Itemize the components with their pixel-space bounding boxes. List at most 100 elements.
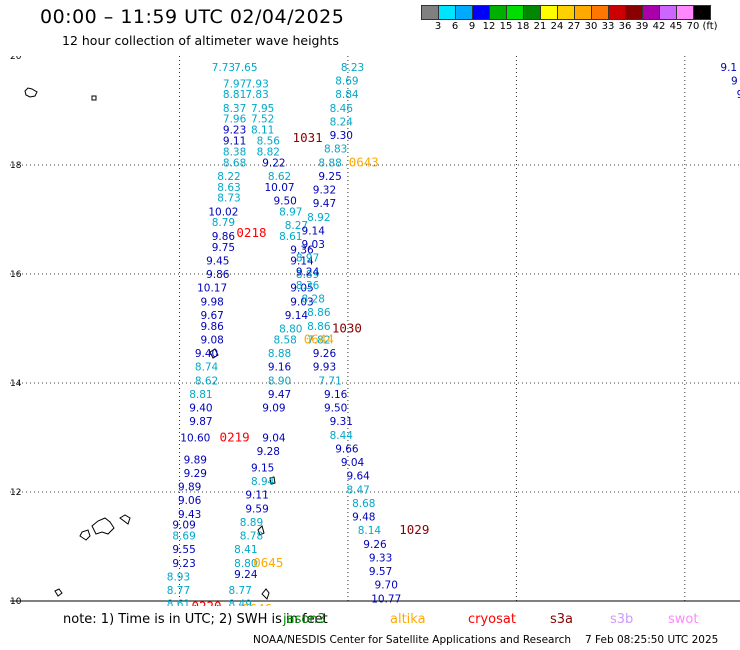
colorbar-swatch (608, 5, 626, 20)
legend-item-jason3: jason3 (283, 612, 326, 627)
wave-height-value: 8.11 (251, 125, 274, 137)
wave-height-value: 8.89 (296, 269, 319, 281)
wave-height-value: 7.93 (245, 78, 268, 90)
colorbar-label: (ft) (702, 21, 718, 32)
colorbar-swatch (693, 5, 711, 20)
wave-height-value: 9.45 (206, 255, 229, 267)
colorbar-label: 42 (652, 21, 666, 32)
wave-height-value: 8.61 (167, 599, 190, 606)
pass-time-label: 0220 (191, 598, 221, 606)
wave-height-value: 8.46 (330, 103, 354, 115)
wave-height-value: 9.03 (302, 239, 325, 251)
wave-height-value: 9.50 (273, 195, 296, 207)
wave-height-value: 9.40 (195, 348, 218, 360)
wave-height-value: 8.22 (217, 171, 240, 183)
wave-height-value: 9.86 (200, 321, 224, 333)
wave-height-value: 8.89 (240, 517, 263, 529)
colorbar-swatch (421, 5, 439, 20)
wave-height-value: 8.77 (229, 585, 252, 597)
island-outline (209, 348, 219, 359)
colorbar-label: 24 (550, 21, 564, 32)
pass-time-label: 0646 (242, 601, 272, 606)
colorbar-label: 15 (499, 21, 513, 32)
wave-height-value: 8.49 (229, 599, 252, 606)
colorbar-swatch (557, 5, 575, 20)
wave-height-value: 10.17 (197, 283, 227, 295)
wave-height-value: 8.68 (352, 498, 375, 510)
colorbar-swatch (574, 5, 592, 20)
wave-height-value: 8.78 (240, 531, 263, 543)
wave-height-value: 8.62 (268, 171, 291, 183)
wave-height-value: 8.94 (251, 476, 275, 488)
legend-item-altika: altika (390, 612, 426, 627)
wave-height-value: 9.87 (189, 416, 212, 428)
wave-height-value: 8.44 (330, 430, 354, 442)
wave-height-value: 9.26 (363, 539, 387, 551)
colorbar-swatch (642, 5, 660, 20)
credit-line: NOAA/NESDIS Center for Satellite Applica… (253, 634, 571, 646)
wave-height-value: 7.71 (318, 375, 341, 387)
wave-height-value: 9.31 (330, 416, 353, 428)
wave-height-value: 8.69 (172, 531, 195, 543)
pass-time-label: 1029 (399, 522, 429, 537)
wave-height-value: 8.86 (307, 321, 331, 333)
pass-time-label: 0644 (304, 331, 334, 346)
pass-time-label: 0218 (236, 225, 266, 240)
lat-tick-label: 20 (10, 56, 22, 62)
colorbar-labels: 3 6 9 12 15 18 21 24 27 30 33 36 39 42 45 70 (ft) (421, 21, 740, 35)
chart-title: 00:00 – 11:59 UTC 02/04/2025 (40, 6, 345, 28)
colorbar-label: 18 (516, 21, 530, 32)
colorbar-label: 45 (669, 21, 683, 32)
wave-height-value: 9.14 (285, 310, 309, 322)
wave-height-value: 8.27 (285, 220, 308, 232)
chart-subtitle: 12 hour collection of altimeter wave hei… (62, 33, 339, 48)
wave-height-value: 8.37 (223, 103, 246, 115)
wave-height-value: 8.92 (307, 212, 330, 224)
wave-height-value: 9.86 (206, 269, 230, 281)
wave-height-value: 8.58 (273, 334, 296, 346)
lat-tick-label: 18 (10, 161, 22, 171)
wave-height-value: 9.05 (290, 283, 313, 295)
colorbar-label: 21 (533, 21, 547, 32)
wave-height-value: 9.14 (290, 255, 314, 267)
wave-height-value: 9.08 (200, 334, 223, 346)
pass-time-label: 0645 (253, 555, 283, 570)
wave-height-value: 8.23 (341, 62, 364, 74)
colorbar-swatch (455, 5, 473, 20)
wave-height-value: 8.83 (324, 144, 347, 156)
wave-height-value: 9.93 (313, 362, 336, 374)
wave-height-value: 9 (737, 89, 740, 101)
colorbar-label: 9 (468, 21, 476, 32)
colorbar-label: 3 (434, 21, 442, 32)
wave-height-value: 9.75 (212, 242, 235, 254)
island-outline (269, 476, 276, 485)
wave-height-value: 9.59 (245, 503, 268, 515)
colorbar-label: 70 (686, 21, 700, 32)
wave-height-value: 7.96 (223, 114, 247, 126)
wave-height-value: 9.67 (200, 310, 223, 322)
colorbar-label: 30 (584, 21, 598, 32)
wave-height-value: 9.32 (313, 185, 336, 197)
wave-height-value: 8.63 (217, 182, 240, 194)
wave-height-value: 9.26 (313, 348, 337, 360)
wave-height-value: 9 (731, 76, 738, 88)
island-outline (54, 588, 63, 597)
wave-height-value: 8.69 (335, 76, 358, 88)
pass-time-label: 0643 (349, 154, 379, 169)
pass-time-label: 1028 (416, 604, 446, 606)
wave-height-value: 9.11 (223, 135, 246, 147)
colorbar-label: 36 (618, 21, 632, 32)
wave-height-value: 9.16 (324, 389, 348, 401)
island-outline (119, 514, 131, 525)
wave-height-value: 8.68 (223, 157, 246, 169)
wave-height-value: 8.24 (330, 116, 354, 128)
island-outline (91, 517, 115, 535)
wave-height-value: 8.14 (358, 525, 382, 537)
wave-height-value: 9.40 (189, 403, 212, 415)
wave-height-value: 8.93 (167, 571, 190, 583)
pass-time-label: 1031 (293, 130, 323, 145)
wave-height-value: 8.38 (223, 146, 246, 158)
wave-height-value: 9.36 (290, 244, 314, 256)
island-outline (91, 95, 97, 101)
wave-height-value: 9.64 (346, 471, 370, 483)
